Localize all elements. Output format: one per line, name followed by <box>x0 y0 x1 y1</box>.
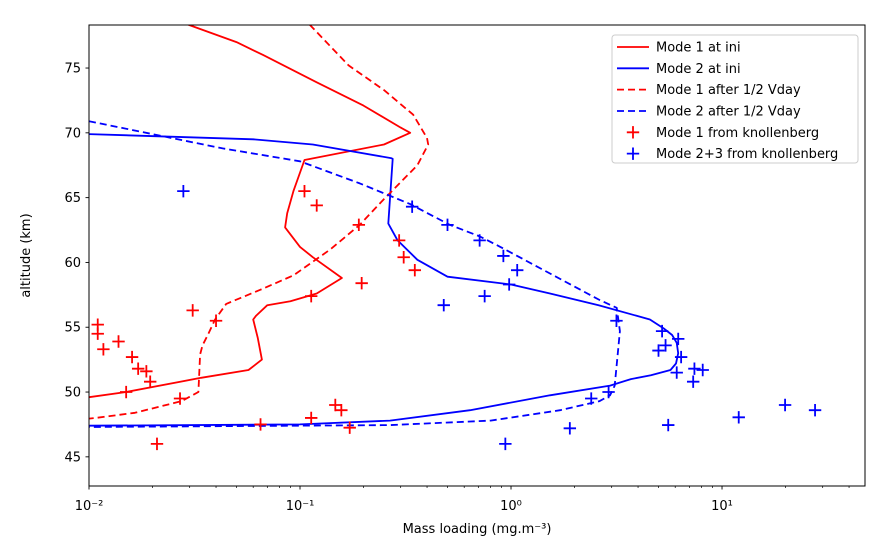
legend: Mode 1 at ini Mode 2 at ini Mode 1 after 1… <box>611 34 859 164</box>
plus-marker <box>298 184 311 198</box>
plus-marker <box>563 422 577 435</box>
legend-label: Mode 1 after 1/2 Vday <box>656 83 801 98</box>
series-mode-2-at-ini <box>89 133 680 427</box>
plus-marker <box>652 344 665 357</box>
legend-entry: Mode 1 at ini <box>617 41 741 56</box>
legend-entry: Mode 1 from knollenberg <box>626 126 819 141</box>
plus-marker <box>441 218 454 232</box>
y-tick-label: 70 <box>64 126 81 141</box>
plus-marker <box>696 363 709 377</box>
legend-marker-sample <box>626 126 640 139</box>
plus-marker <box>186 304 199 317</box>
legend-entry: Mode 1 after 1/2 Vday <box>617 83 801 98</box>
plus-marker <box>91 327 104 340</box>
y-tick-label: 55 <box>64 321 81 336</box>
series-mode-1-from-knollenberg <box>91 184 422 451</box>
plus-marker <box>150 437 164 451</box>
y-tick-label: 45 <box>64 450 81 465</box>
plus-marker <box>662 418 675 432</box>
plus-marker <box>392 234 406 247</box>
plus-marker <box>502 278 516 291</box>
series-mode-1-after-1-2-vday <box>89 25 430 420</box>
plus-marker <box>352 218 366 232</box>
plus-marker <box>732 411 745 424</box>
series-mode-2-after-1-2-vday <box>89 120 621 428</box>
plus-marker <box>143 375 157 388</box>
plus-marker <box>688 362 701 375</box>
x-tick-label: 10⁻¹ <box>286 499 315 514</box>
plus-marker <box>97 343 110 356</box>
plus-marker <box>585 392 598 405</box>
plus-marker <box>473 234 486 247</box>
plus-marker <box>329 398 342 412</box>
plus-marker <box>173 392 187 405</box>
plus-marker <box>131 362 145 375</box>
plus-marker <box>355 276 368 290</box>
plus-marker <box>119 385 133 399</box>
plus-marker <box>670 366 683 379</box>
legend-label: Mode 2+3 from knollenberg <box>656 147 838 162</box>
x-axis: 10⁻² 10⁻¹ 10⁰ 10¹ <box>75 486 850 514</box>
plus-marker <box>125 350 139 364</box>
y-tick-label: 75 <box>64 62 81 77</box>
legend-label: Mode 1 from knollenberg <box>656 126 819 141</box>
plus-marker <box>437 299 450 312</box>
plus-marker <box>655 324 669 338</box>
plus-marker <box>672 332 685 346</box>
plus-marker <box>397 251 410 264</box>
legend-label: Mode 1 at ini <box>656 41 741 56</box>
x-tick-label: 10¹ <box>711 499 733 514</box>
x-axis-label: Mass loading (mg.m⁻³) <box>403 522 552 537</box>
y-tick-label: 50 <box>64 386 81 401</box>
legend-entry: Mode 2+3 from knollenberg <box>626 147 838 162</box>
plus-marker <box>511 264 524 277</box>
plus-marker <box>499 437 512 451</box>
plus-marker <box>659 339 672 352</box>
plus-marker <box>140 365 153 378</box>
plus-marker <box>177 184 190 198</box>
legend-marker-sample <box>626 147 640 160</box>
plus-marker <box>254 418 267 431</box>
plus-marker <box>808 403 822 417</box>
y-tick-label: 65 <box>64 191 81 206</box>
legend-label: Mode 2 after 1/2 Vday <box>656 104 801 119</box>
plus-marker <box>686 375 700 388</box>
plus-marker <box>310 199 323 212</box>
legend-entry: Mode 2 at ini <box>617 62 741 77</box>
legend-box <box>611 34 859 164</box>
y-axis: 45 50 55 60 65 70 75 <box>64 62 89 465</box>
plus-marker <box>405 200 419 213</box>
plus-marker <box>674 350 688 364</box>
x-tick-label: 10⁻² <box>75 499 104 514</box>
plus-marker <box>602 385 615 399</box>
series-mode-1-at-ini <box>89 25 412 399</box>
y-axis-label: altitude (km) <box>19 213 34 297</box>
plus-marker <box>778 398 792 412</box>
x-tick-label: 10⁰ <box>500 499 522 514</box>
plot-border <box>88 24 866 487</box>
plus-marker <box>343 421 356 434</box>
legend-label: Mode 2 at ini <box>656 62 741 77</box>
legend-entry: Mode 2 after 1/2 Vday <box>617 104 801 119</box>
plus-marker <box>335 403 348 417</box>
plus-marker <box>408 264 422 277</box>
series-mode-2-3-from-knollenberg <box>177 184 822 451</box>
plus-marker <box>209 314 223 327</box>
plus-marker <box>112 335 125 348</box>
y-tick-label: 60 <box>64 256 81 271</box>
plus-marker <box>497 249 510 263</box>
plus-marker <box>305 411 318 425</box>
plot-area <box>89 25 822 451</box>
plus-marker <box>305 289 318 303</box>
plus-marker <box>610 314 623 327</box>
plus-marker <box>478 289 491 303</box>
